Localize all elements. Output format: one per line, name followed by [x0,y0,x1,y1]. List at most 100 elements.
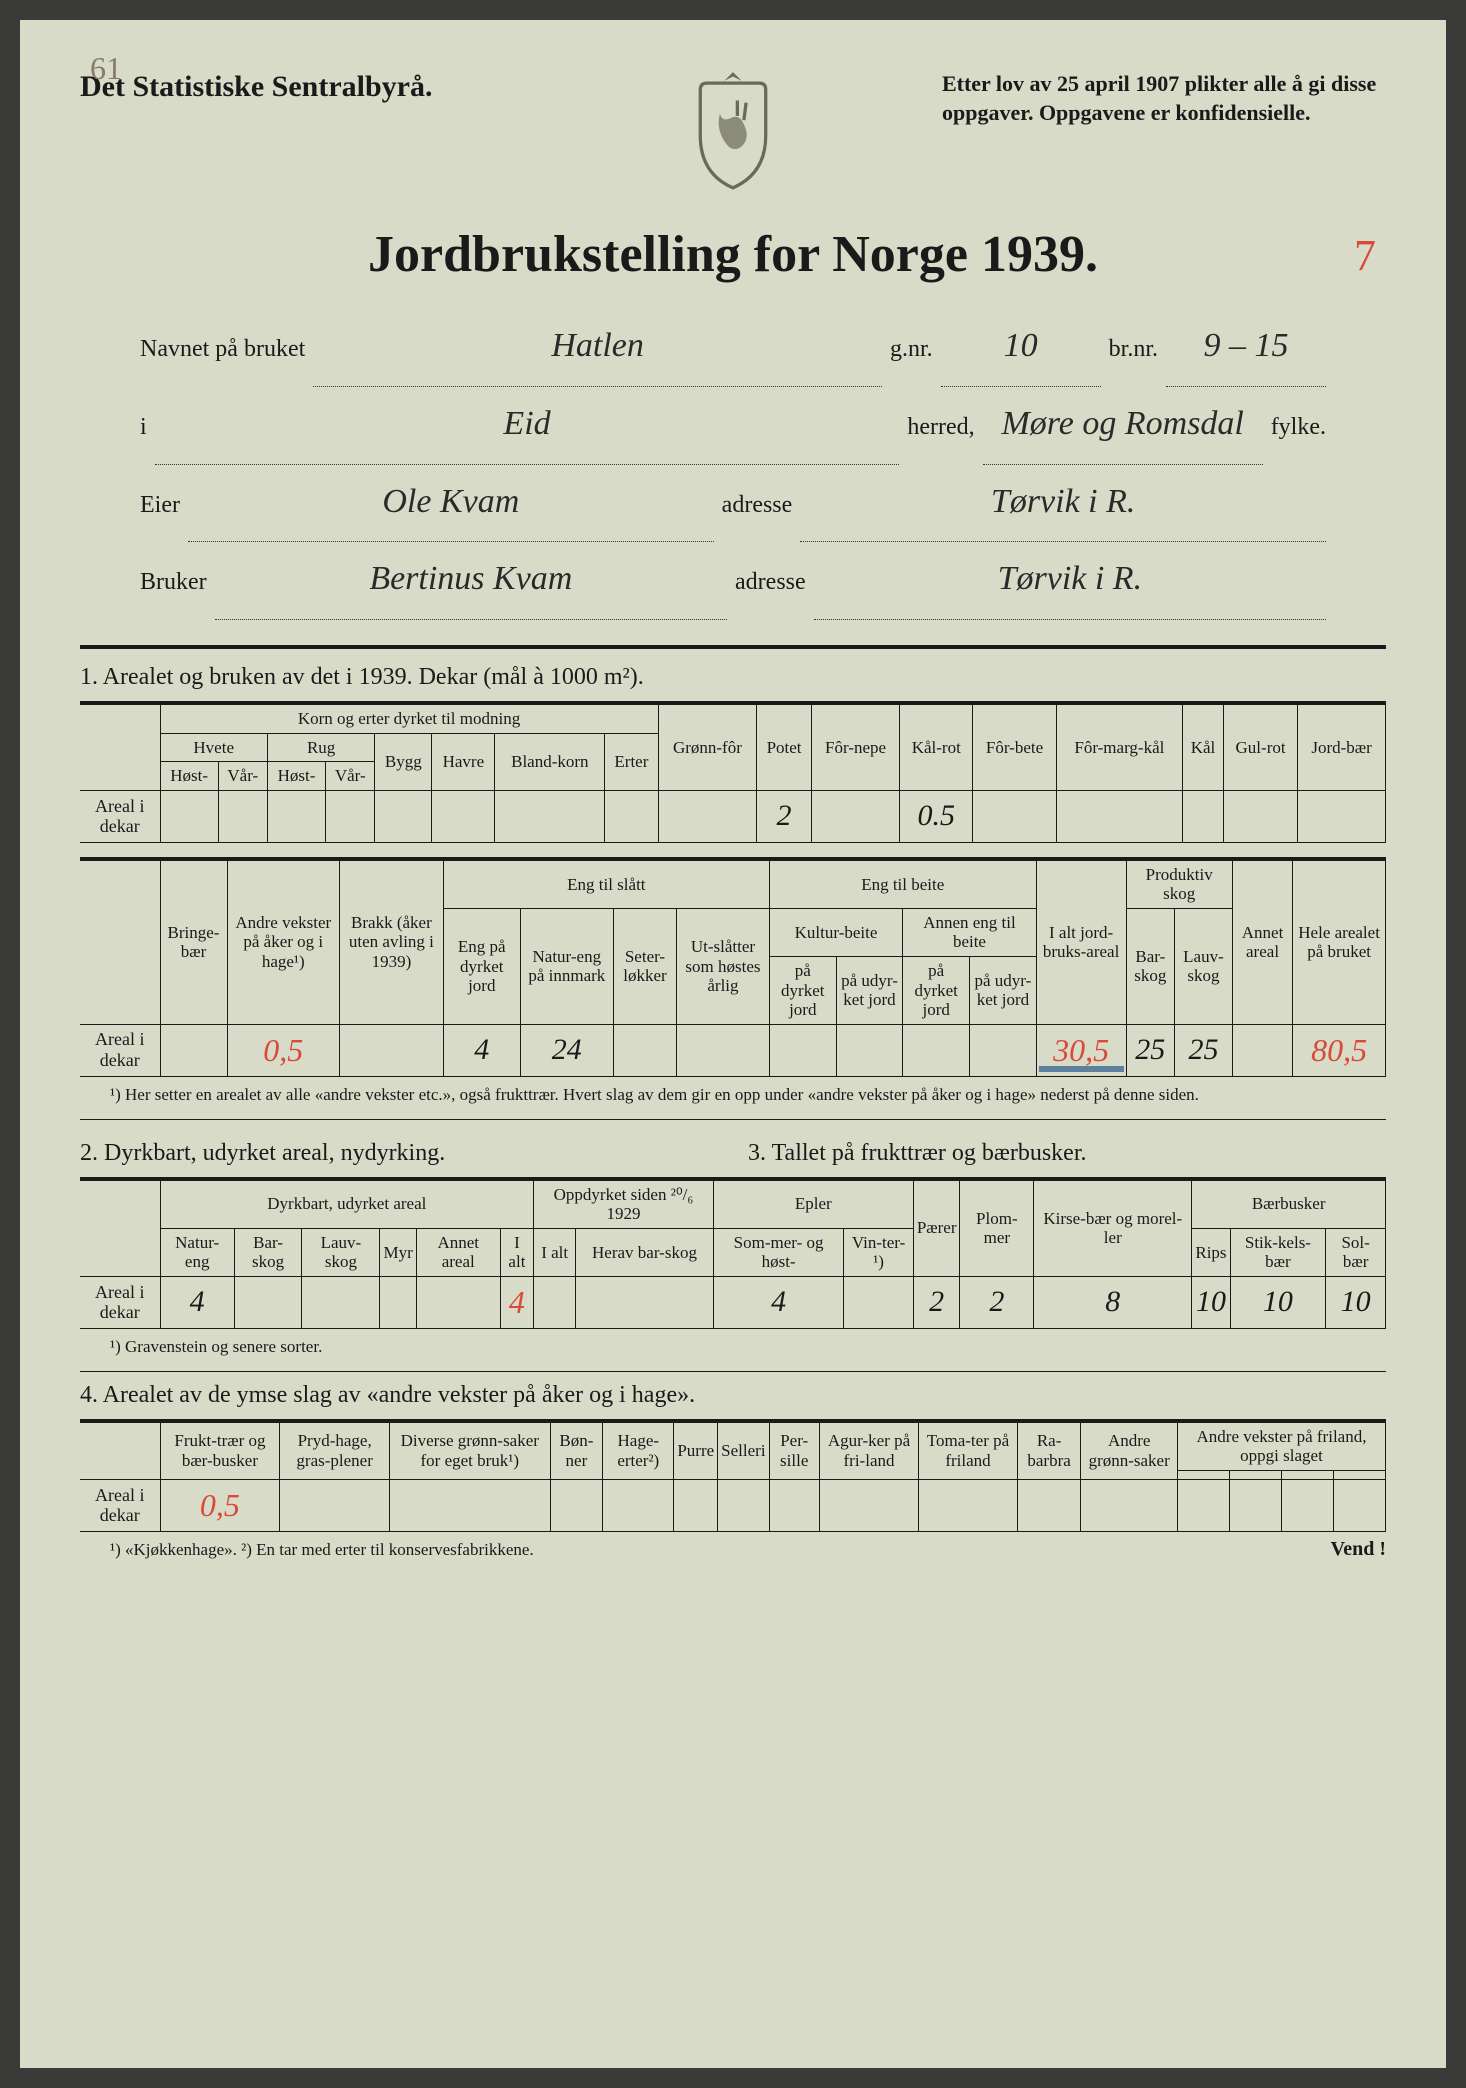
baerbusker-header: Bærbusker [1192,1179,1386,1229]
plommer-header: Plom-mer [960,1179,1034,1277]
section-1-footnote: ¹) Her setter en arealet av alle «andre … [110,1085,1386,1105]
agurker-h: Agur-ker på fri-land [819,1421,918,1480]
rabarbra-h: Ra-barbra [1017,1421,1081,1480]
form-title: Jordbrukstelling for Norge 1939. [80,225,1386,284]
frukttraer-h: Frukt-trær og bær-busker [160,1421,280,1480]
epler-header: Epler [713,1179,913,1229]
red-annotation: 7 [1354,230,1376,281]
hvete-header: Hvete [160,733,267,762]
barskog-value: 25 [1126,1024,1175,1076]
herred-value: Møre og Romsdal [983,387,1263,465]
gnr-value: 10 [941,309,1101,387]
kulturbeite-header: Kultur-beite [769,908,902,956]
kirsebaer-header: Kirse-bær og morel-ler [1034,1179,1192,1277]
helearealet-header: Hele arealet på bruket [1293,859,1386,1024]
eier-adresse-value: Tørvik i R. [800,465,1326,543]
kb-udyrket: på udyr-ket jord [836,957,903,1025]
rips-h: Rips [1192,1228,1230,1276]
erter-header: Erter [605,733,658,790]
jordbaer-header: Jord-bær [1298,703,1386,790]
ialtjord-header: I alt jord-bruks-areal [1036,859,1126,1024]
barskog-h: Bar-skog [234,1228,302,1276]
engslatt-header: Eng til slått [443,859,769,909]
engdyrket-header: Eng på dyrket jord [443,908,520,1024]
brakk-header: Brakk (åker uten avling i 1939) [340,859,444,1024]
prydhage-h: Pryd-hage, gras-plener [280,1421,390,1480]
bruker-adresse-value: Tørvik i R. [814,542,1326,620]
adresse-label: adresse [722,479,793,532]
korn-group-header: Korn og erter dyrket til modning [160,703,658,733]
bonner-h: Bøn-ner [550,1421,603,1480]
frukt-val: 0,5 [160,1479,280,1531]
paerer-val: 2 [913,1276,960,1328]
natureng-value: 24 [520,1024,613,1076]
stikkels-val: 10 [1230,1276,1326,1328]
selleri-h: Selleri [718,1421,769,1480]
tomater-h: Toma-ter på friland [919,1421,1018,1480]
natureng-header: Natur-eng på innmark [520,908,613,1024]
turn-over-label: Vend ! [1331,1538,1386,1561]
ialt-val: 4 [500,1276,533,1328]
row-label: Areal i dekar [80,1024,160,1076]
andrefriland-h: Andre vekster på friland, oppgi slaget [1178,1421,1386,1471]
ab-dyrket: på dyrket jord [903,957,970,1025]
identity-fields: Navnet på bruket Hatlen g.nr. 10 br.nr. … [80,309,1386,620]
brnr-label: br.nr. [1109,323,1158,376]
navnet-value: Hatlen [313,309,882,387]
herred-label: herred, [907,401,974,454]
engdyrket-value: 4 [443,1024,520,1076]
rug-header: Rug [267,733,374,762]
row-label: Areal i dekar [80,1276,160,1328]
section-4-table: Frukt-trær og bær-busker Pryd-hage, gras… [80,1419,1386,1532]
adresse-label-2: adresse [735,556,806,609]
andrevekster-header: Andre vekster på åker og i hage¹) [227,859,339,1024]
kal-header: Kål [1182,703,1223,790]
barskog-header: Bar-skog [1126,908,1175,1024]
dyrkbart-header: Dyrkbart, udyrket areal [160,1179,534,1229]
persille-h: Per-sille [769,1421,819,1480]
natureng-val: 4 [160,1276,234,1328]
bygg-header: Bygg [375,733,432,790]
bruker-label: Bruker [140,556,207,609]
section-2-title: 2. Dyrkbart, udyrket areal, nydyrking. [80,1140,718,1167]
utslatter-header: Ut-slåtter som høstes årlig [677,908,770,1024]
corner-page-number: 61 [90,50,122,87]
lauvskog-h: Lauv-skog [302,1228,380,1276]
header: Det Statistiske Sentralbyrå. Etter lov a… [80,70,1386,195]
hageerter-h: Hage-erter²) [603,1421,674,1480]
section-4-title: 4. Arealet av de ymse slag av «andre vek… [80,1382,1386,1409]
kirse-val: 8 [1034,1276,1192,1328]
lauvskog-value: 25 [1175,1024,1233,1076]
eier-label: Eier [140,479,180,532]
navnet-label: Navnet på bruket [140,323,305,376]
bruker-value: Bertinus Kvam [215,542,727,620]
section-3-title: 3. Tallet på frukttrær og bærbusker. [748,1140,1386,1167]
paerer-header: Pærer [913,1179,960,1277]
sommer-h: Som-mer- og høst- [713,1228,844,1276]
lauvskog-header: Lauv-skog [1175,908,1233,1024]
i-value: Eid [155,387,900,465]
section-1b-table: Bringe-bær Andre vekster på åker og i ha… [80,857,1386,1077]
fylke-label: fylke. [1271,401,1326,454]
section-1-table: Korn og erter dyrket til modning Grønn-f… [80,701,1386,843]
gulrot-header: Gul-rot [1223,703,1297,790]
annetareal-header: Annet areal [1232,859,1292,1024]
gnr-label: g.nr. [890,323,933,376]
purre-h: Purre [674,1421,718,1480]
oppdyrket-header: Oppdyrket siden ²⁰/₆ 1929 [534,1179,714,1229]
hvete-host: Høst- [160,762,218,791]
ialt-h: I alt [500,1228,533,1276]
kb-dyrket: på dyrket jord [769,957,836,1025]
myr-h: Myr [380,1228,416,1276]
section-4-footnote: ¹) «Kjøkkenhage». ²) En tar med erter ti… [110,1540,534,1560]
section-3-footnote: ¹) Gravenstein og senere sorter. [110,1337,1386,1357]
rug-host: Høst- [267,762,325,791]
bringebaer-header: Bringe-bær [160,859,227,1024]
rug-var: Vår- [326,762,375,791]
section-1-title: 1. Arealet og bruken av det i 1939. Deka… [80,664,1386,691]
row-label: Areal i dekar [80,790,160,842]
vinter-h: Vin-ter-¹) [844,1228,913,1276]
organization-name: Det Statistiske Sentralbyrå. [80,70,524,104]
engbeite-header: Eng til beite [769,859,1036,909]
eier-value: Ole Kvam [188,465,714,543]
